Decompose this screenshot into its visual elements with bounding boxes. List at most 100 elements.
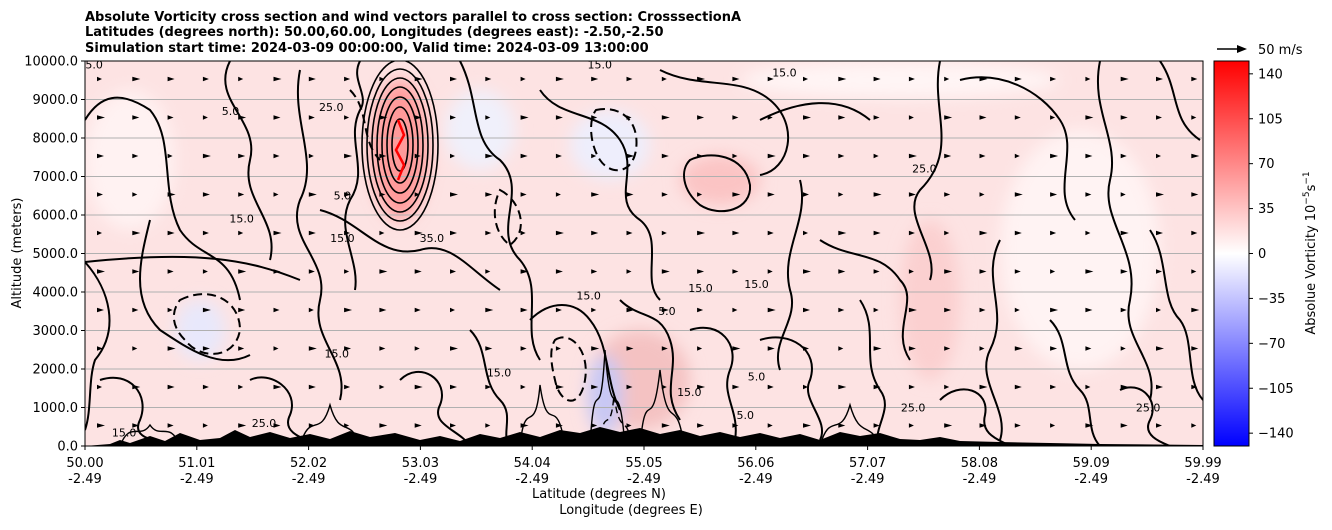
wind-vector <box>97 76 102 82</box>
x-axis-label-longitude: Longitude (degrees E) <box>559 503 703 518</box>
wind-vector <box>732 346 741 351</box>
wind-vector <box>379 346 386 351</box>
wind-vector <box>450 307 455 313</box>
wind-vector <box>591 269 598 274</box>
wind-vector <box>661 423 670 428</box>
wind-vector <box>873 307 879 313</box>
wind-vector <box>167 115 174 120</box>
wind-vector <box>1050 423 1056 428</box>
wind-vector <box>873 153 879 159</box>
wind-vector <box>167 307 173 313</box>
wind-vector <box>344 76 351 82</box>
wind-vector <box>379 269 388 274</box>
x-tick-label-lat: 55.05 <box>625 456 662 471</box>
quiver-key-arrowhead <box>1237 45 1247 53</box>
wind-vector <box>132 153 139 159</box>
wind-vector <box>697 307 704 313</box>
wind-vector <box>838 153 845 159</box>
contour-label: 25.0 <box>912 163 937 176</box>
wind-vector <box>97 423 105 428</box>
contour-label: 15.0 <box>78 59 103 72</box>
wind-vector <box>838 384 847 390</box>
wind-vector <box>873 192 882 197</box>
wind-vector <box>238 153 246 159</box>
contour-core-red <box>394 119 406 181</box>
wind-vector <box>767 384 774 390</box>
contour-line <box>459 61 541 361</box>
contour-line <box>399 370 471 446</box>
contour-line <box>819 239 911 361</box>
wind-vector <box>591 192 600 197</box>
wind-vector <box>1014 230 1022 236</box>
wind-vector <box>591 307 597 313</box>
wind-vector <box>308 307 314 313</box>
wind-vector <box>591 153 597 159</box>
contour-line <box>819 402 881 446</box>
wind-vector <box>202 423 208 428</box>
wind-vector <box>520 76 526 82</box>
x-tick-label-lon: -2.49 <box>68 472 102 487</box>
wind-vector <box>132 115 140 120</box>
colorbar-gradient <box>1213 60 1250 447</box>
wind-vector <box>1191 192 1199 197</box>
x-tick-label-lon: -2.49 <box>963 472 997 487</box>
wind-vector <box>238 307 246 313</box>
wind-vector <box>1014 153 1020 159</box>
wind-vector <box>803 192 809 197</box>
wind-vector <box>1085 76 1091 82</box>
terrain <box>85 427 1203 446</box>
wind-vector <box>732 384 740 390</box>
wind-vector <box>97 346 103 351</box>
wind-vector <box>1191 230 1198 236</box>
wind-vector <box>944 230 950 236</box>
wind-vector <box>732 307 738 313</box>
wind-vector <box>732 115 739 120</box>
wind-vector <box>908 115 914 120</box>
wind-vector <box>97 153 104 159</box>
wind-vector <box>661 115 670 120</box>
wind-vector <box>767 269 773 274</box>
x-tick-label-lat: 59.09 <box>1073 456 1110 471</box>
x-tick-label-lat: 50.00 <box>66 456 103 471</box>
contour-line <box>1149 229 1203 401</box>
wind-vector <box>1050 269 1056 274</box>
y-tick-label: 7000.0 <box>33 170 79 185</box>
wind-vector <box>1050 230 1057 236</box>
wind-vector <box>450 230 457 236</box>
wind-vector <box>1085 423 1094 428</box>
wind-vector <box>344 346 352 351</box>
wind-vector <box>555 153 562 159</box>
wind-vector <box>767 76 774 82</box>
field-patch <box>740 62 1060 98</box>
wind-vector <box>1120 269 1128 274</box>
wind-vector <box>944 153 952 159</box>
wind-vector <box>908 192 916 197</box>
wind-vector <box>732 153 738 159</box>
wind-vector <box>1014 269 1021 274</box>
wind-vector <box>838 76 847 82</box>
wind-vector <box>873 115 880 120</box>
wind-vector <box>273 115 281 120</box>
wind-vector <box>591 76 599 82</box>
wind-vector <box>167 346 176 351</box>
wind-vector <box>979 230 988 236</box>
quiver-key-label: 50 m/s <box>1258 43 1303 58</box>
wind-vector <box>661 153 669 159</box>
wind-vector <box>379 76 385 82</box>
wind-vector <box>555 230 564 236</box>
wind-vector <box>979 269 987 274</box>
wind-vector <box>697 346 703 351</box>
wind-vector <box>414 192 420 197</box>
wind-vector <box>838 346 844 351</box>
contour-line <box>295 69 343 401</box>
contour-line <box>689 326 737 441</box>
wind-vector <box>979 115 987 120</box>
wind-vector <box>238 384 244 390</box>
contour-line <box>1096 61 1153 401</box>
wind-vector <box>1191 269 1197 274</box>
contour-label: 15.0 <box>229 213 254 226</box>
wind-vector <box>1191 115 1197 120</box>
wind-vector <box>661 346 668 351</box>
y-tick-label: 0.0 <box>57 440 78 455</box>
wind-vector <box>167 153 173 159</box>
